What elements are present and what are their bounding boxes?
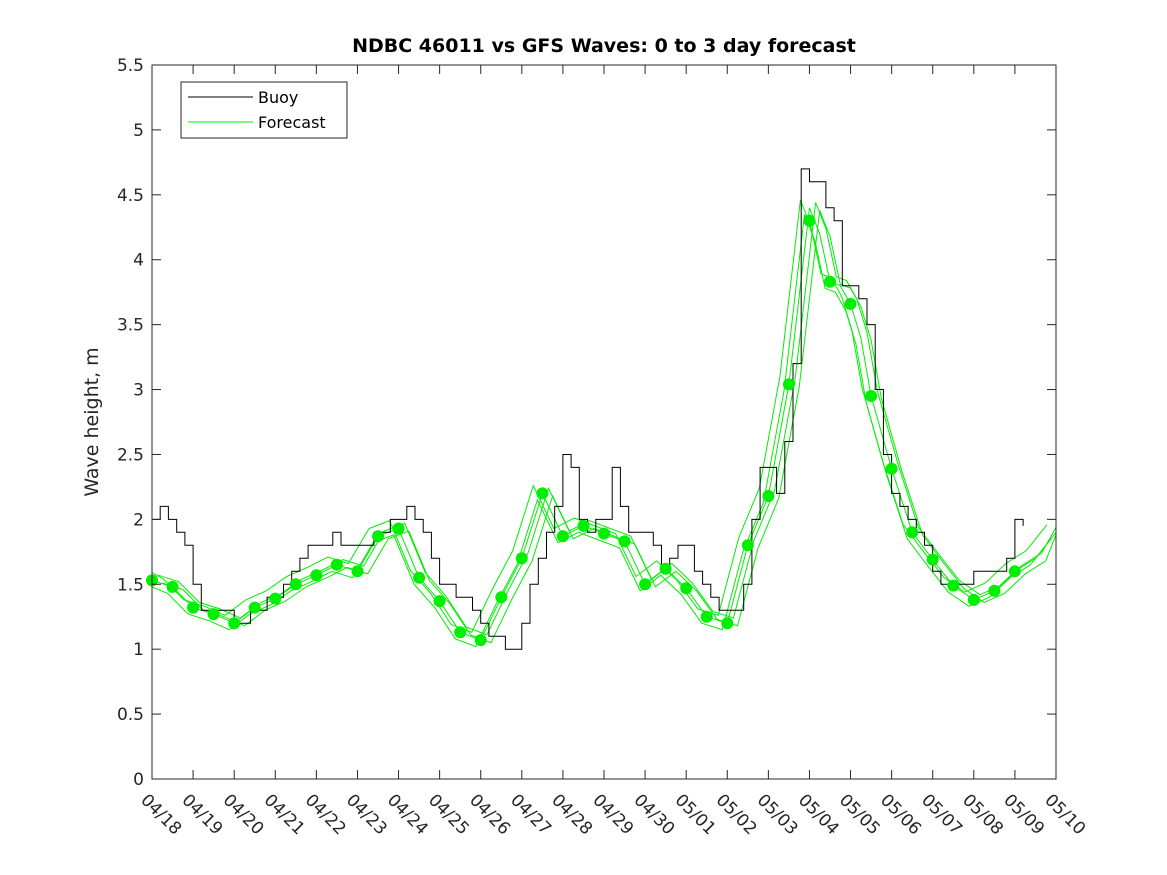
forecast-point xyxy=(577,519,590,532)
y-tick-label: 4 xyxy=(133,251,144,271)
forecast-point xyxy=(515,552,528,565)
forecast-point xyxy=(782,378,795,391)
forecast-point xyxy=(967,593,980,606)
forecast-line-4 xyxy=(162,210,1057,644)
plot-area xyxy=(152,65,1056,779)
forecast-point xyxy=(844,297,857,310)
forecast-point xyxy=(721,617,734,630)
forecast-point xyxy=(330,558,343,571)
forecast-point xyxy=(495,591,508,604)
forecast-point xyxy=(351,565,364,578)
forecast-point xyxy=(803,214,816,227)
forecast-point xyxy=(988,584,1001,597)
forecast-point xyxy=(207,608,220,621)
forecast-point xyxy=(700,610,713,623)
forecast-point xyxy=(639,578,652,591)
forecast-point xyxy=(1008,565,1021,578)
forecast-point xyxy=(618,535,631,548)
y-tick-label: 2 xyxy=(133,510,144,530)
forecast-point xyxy=(885,462,898,475)
forecast-point xyxy=(474,634,487,647)
forecast-point xyxy=(865,390,878,402)
legend-forecast-label: Forecast xyxy=(258,113,326,132)
y-tick-label: 3.5 xyxy=(117,316,144,336)
forecast-point xyxy=(906,526,919,539)
y-tick-label: 2.5 xyxy=(117,445,144,465)
forecast-point xyxy=(433,595,446,608)
forecast-point xyxy=(454,626,467,639)
forecast-point xyxy=(741,539,754,552)
forecast-point xyxy=(187,601,200,614)
forecast-point xyxy=(289,578,302,591)
forecast-point xyxy=(228,617,241,630)
forecast-point xyxy=(556,530,569,543)
y-tick-label: 1.5 xyxy=(117,575,144,595)
forecast-point xyxy=(659,562,672,575)
forecast-point xyxy=(824,275,836,288)
forecast-point xyxy=(372,530,384,543)
chart-title: NDBC 46011 vs GFS Waves: 0 to 3 day fore… xyxy=(352,35,856,57)
y-tick-label: 5.5 xyxy=(117,56,144,76)
forecast-point xyxy=(269,592,282,605)
y-tick-label: 3 xyxy=(133,381,144,401)
forecast-point xyxy=(310,569,323,582)
legend-box xyxy=(180,81,348,139)
forecast-line-5 xyxy=(151,199,1048,633)
forecast-point xyxy=(680,582,693,595)
series-layer xyxy=(146,168,1057,650)
forecast-point xyxy=(392,522,405,535)
forecast-point xyxy=(248,601,261,614)
y-tick-label: 0 xyxy=(133,770,144,790)
forecast-point xyxy=(413,571,426,584)
forecast-point xyxy=(926,553,939,566)
buoy-line xyxy=(152,168,1024,650)
forecast-point xyxy=(947,579,960,592)
y-tick-label: 5 xyxy=(133,121,144,141)
forecast-point xyxy=(598,527,610,540)
y-tick-label: 0.5 xyxy=(117,705,144,725)
y-tick-label: 4.5 xyxy=(117,186,144,206)
legend: Buoy Forecast xyxy=(180,81,348,139)
forecast-point xyxy=(536,487,549,500)
y-axis-label: Wave height, m xyxy=(81,347,103,496)
forecast-point xyxy=(166,580,179,593)
forecast-point xyxy=(762,490,775,502)
legend-buoy-label: Buoy xyxy=(258,88,298,107)
y-tick-label: 1 xyxy=(133,640,144,660)
